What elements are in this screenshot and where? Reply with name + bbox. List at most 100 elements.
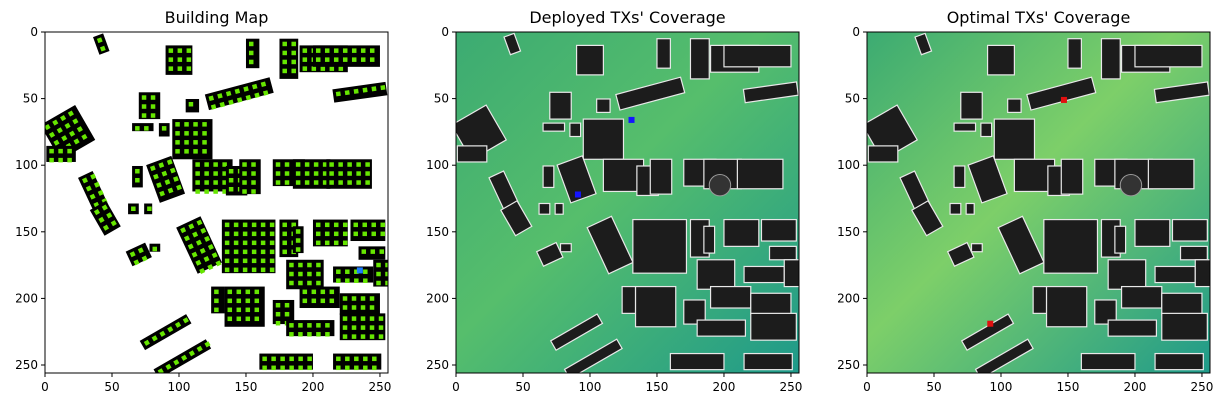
building — [1007, 98, 1022, 113]
dot — [227, 298, 233, 304]
dot — [202, 140, 207, 145]
dot — [58, 157, 63, 163]
dot — [378, 325, 384, 330]
dot — [325, 323, 330, 328]
dot — [99, 45, 106, 52]
dot — [329, 298, 335, 304]
building — [974, 338, 1034, 373]
dot — [342, 240, 348, 246]
dot — [69, 130, 76, 137]
building-dots — [295, 229, 301, 252]
dot — [345, 356, 350, 362]
dot — [365, 171, 370, 176]
dot — [242, 171, 247, 176]
building-dots — [289, 262, 321, 286]
dot — [313, 162, 319, 167]
dot — [371, 86, 377, 92]
dot — [129, 251, 136, 258]
dot — [371, 222, 376, 228]
dot — [213, 162, 218, 167]
dot — [302, 289, 308, 295]
building — [709, 285, 752, 309]
dot — [187, 243, 194, 250]
building — [1032, 285, 1048, 314]
building-dots — [282, 41, 296, 74]
dot — [131, 206, 136, 211]
x-tick-label: 100 — [579, 380, 602, 394]
dot — [243, 86, 249, 92]
building — [980, 122, 993, 138]
dot — [56, 127, 63, 134]
building-dots — [242, 162, 256, 194]
dot — [97, 189, 104, 196]
building — [649, 158, 673, 195]
dot — [378, 334, 384, 339]
dot — [184, 122, 189, 127]
dot — [200, 227, 207, 234]
building — [1134, 218, 1171, 247]
dot — [182, 317, 189, 324]
dot — [195, 259, 202, 266]
dot — [360, 296, 366, 301]
building — [549, 313, 604, 351]
dot — [193, 122, 198, 127]
dot — [101, 204, 108, 211]
dot — [336, 269, 341, 274]
dot — [342, 231, 348, 237]
dot — [193, 149, 198, 154]
dot — [345, 269, 350, 274]
dot — [236, 298, 242, 304]
dot — [353, 231, 358, 237]
y-tick-label: 250 — [15, 358, 38, 372]
building-dots — [336, 356, 377, 371]
dot — [307, 280, 312, 286]
building — [1179, 245, 1208, 261]
dot — [322, 180, 328, 185]
dot — [269, 249, 275, 255]
building — [750, 312, 797, 341]
dot — [302, 48, 308, 53]
dot — [85, 185, 92, 192]
dot — [225, 90, 232, 97]
dot — [188, 350, 195, 357]
axes-frame — [455, 31, 800, 374]
dot — [186, 48, 192, 53]
dot — [251, 171, 256, 176]
dot — [141, 95, 147, 100]
dot — [227, 307, 233, 313]
dot — [203, 255, 210, 262]
dot — [150, 95, 156, 100]
dot — [234, 88, 241, 95]
dot — [61, 135, 68, 142]
dot — [284, 162, 290, 167]
dot — [320, 289, 326, 295]
dot — [262, 365, 267, 371]
dot — [372, 365, 377, 371]
dot — [224, 222, 230, 228]
dot — [214, 307, 219, 313]
dot — [260, 258, 266, 264]
building — [703, 225, 716, 254]
dot — [307, 332, 312, 337]
dot — [183, 235, 190, 242]
building — [1194, 259, 1210, 288]
dot — [360, 334, 366, 339]
building — [615, 76, 686, 111]
building-dots — [168, 48, 192, 71]
dot — [298, 323, 303, 328]
building — [1100, 38, 1121, 80]
dot — [289, 365, 294, 371]
dot — [141, 255, 148, 262]
building — [569, 122, 582, 138]
dot — [180, 227, 187, 234]
dot — [365, 162, 370, 167]
dot — [96, 37, 103, 44]
dot — [222, 180, 227, 185]
building — [563, 338, 623, 373]
dot — [199, 247, 206, 254]
dot — [251, 258, 257, 264]
dot — [193, 140, 198, 145]
dot — [360, 305, 366, 310]
dot — [291, 59, 296, 65]
dot — [324, 231, 330, 237]
